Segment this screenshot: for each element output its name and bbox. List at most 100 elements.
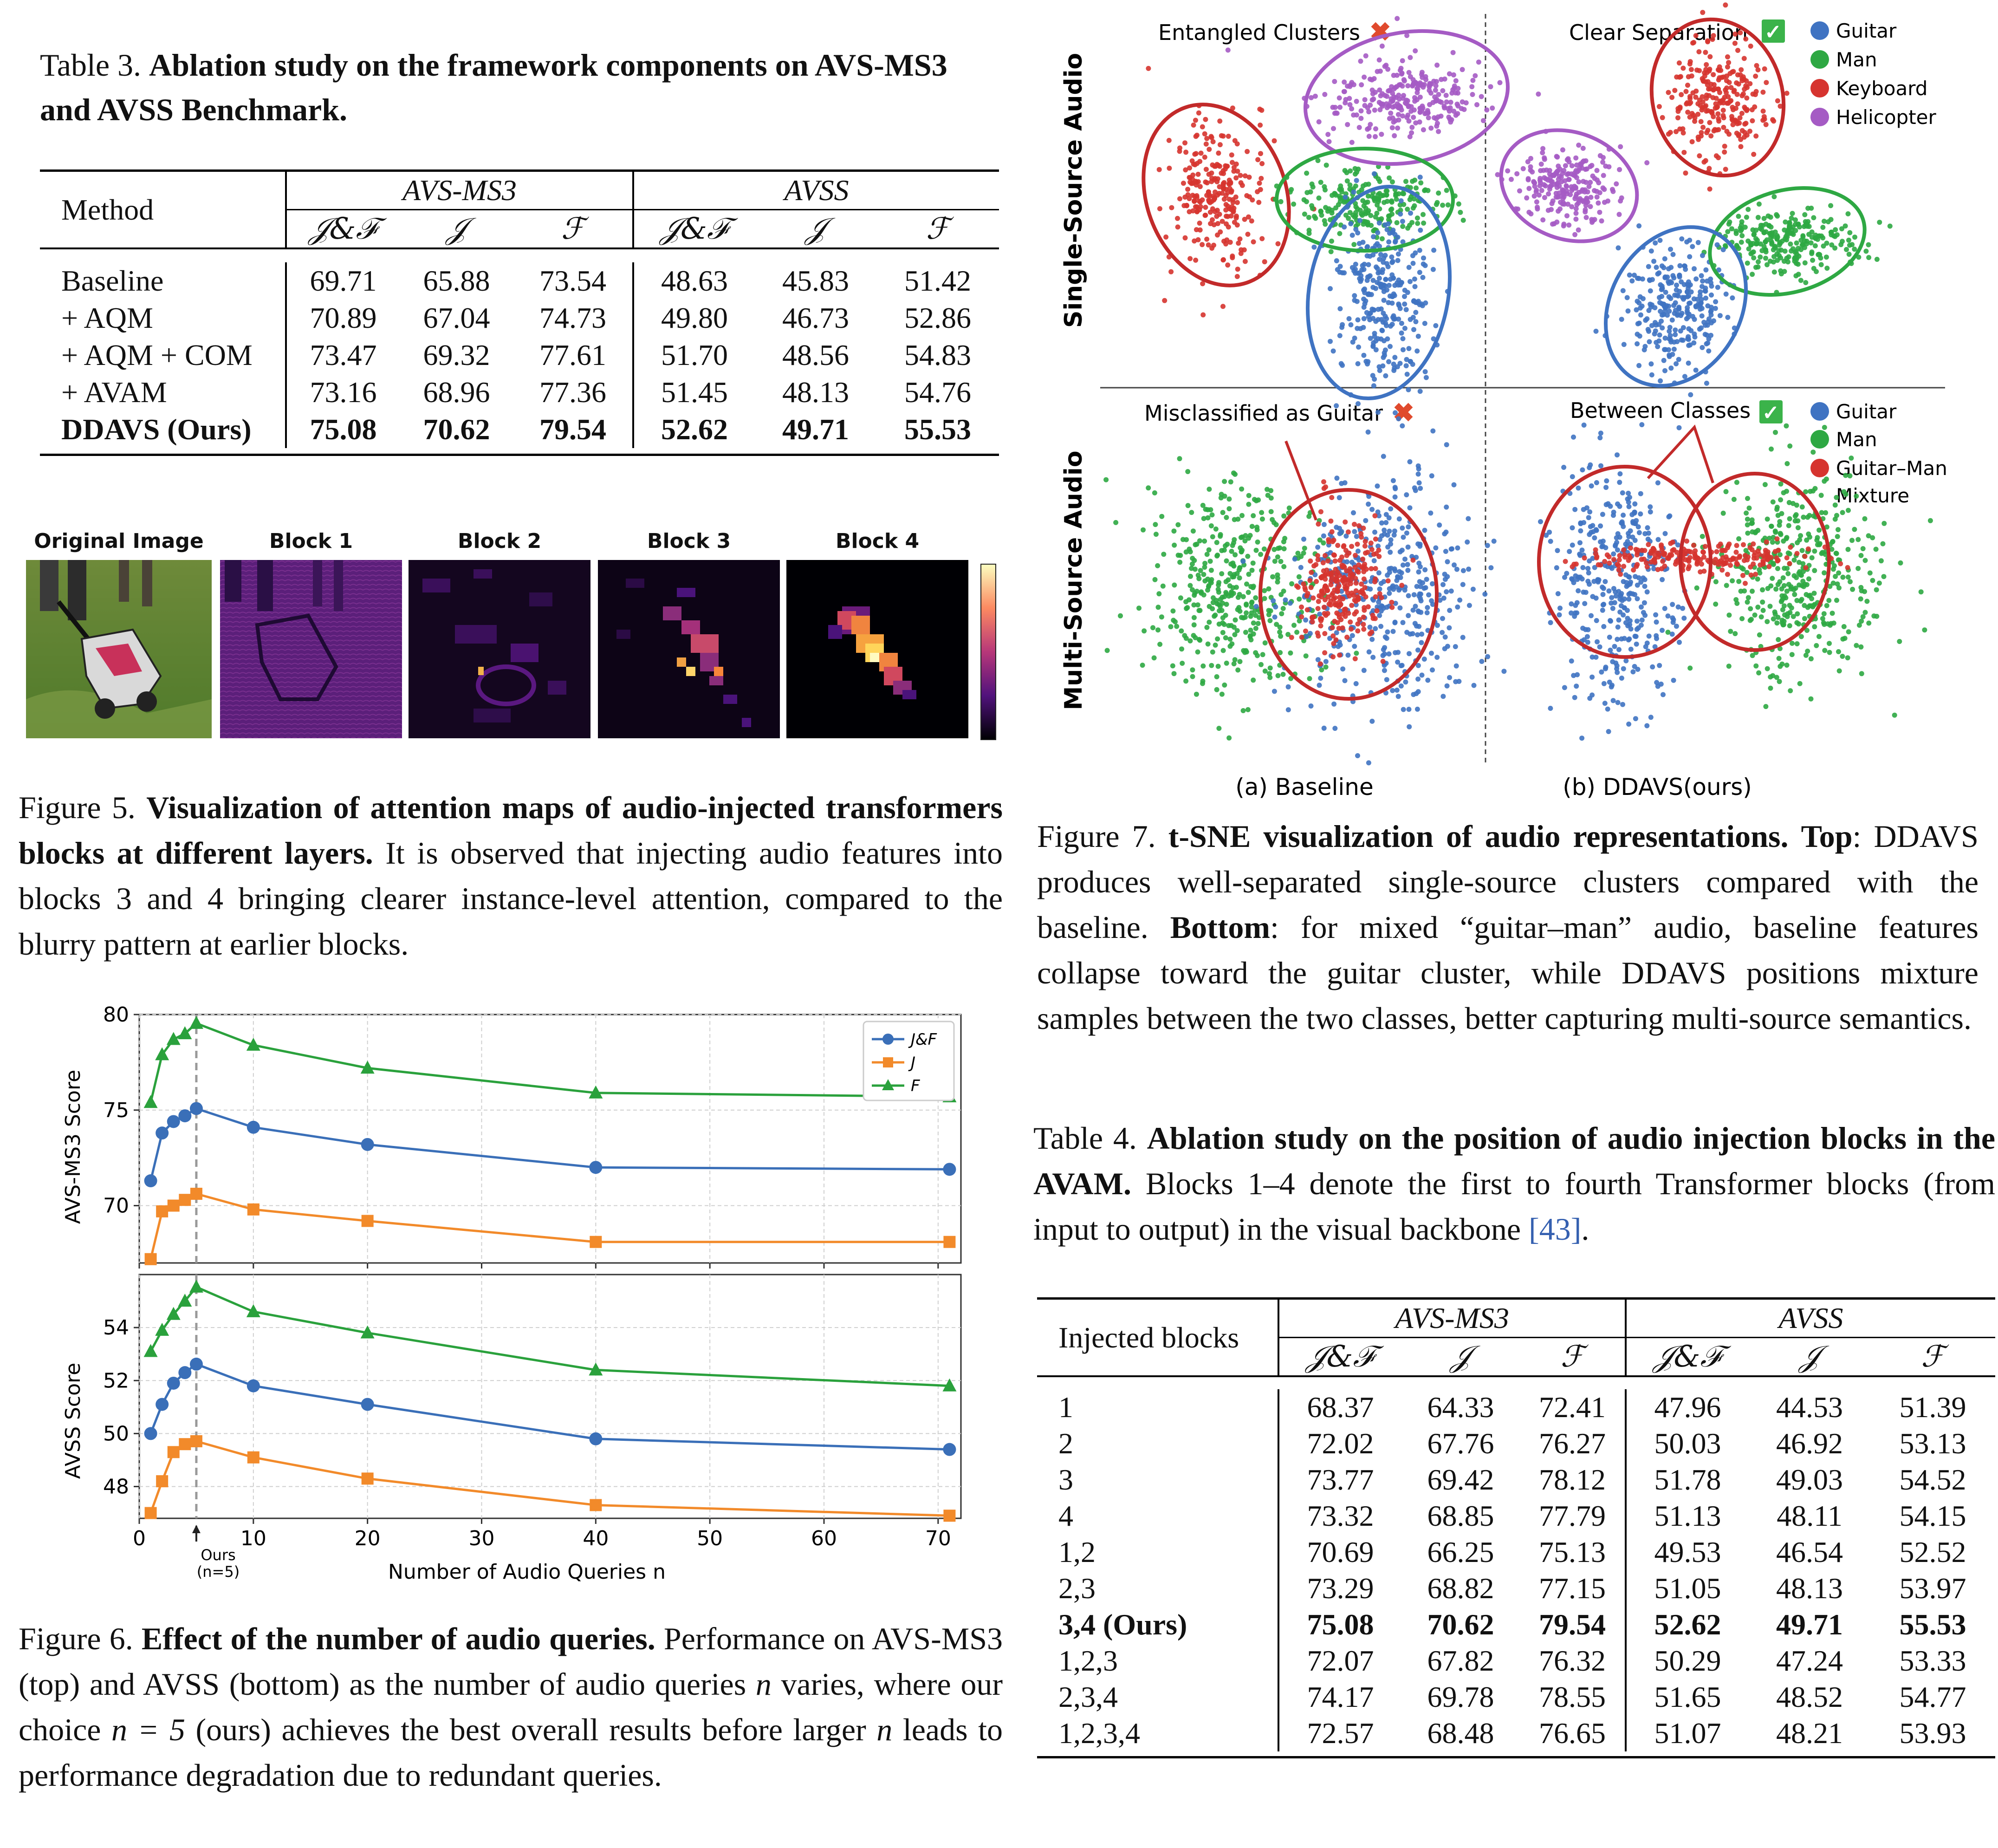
tsne-point xyxy=(1809,234,1815,240)
tsne-point xyxy=(1413,488,1418,493)
tsne-point xyxy=(1197,538,1202,544)
tsne-point xyxy=(1326,206,1332,212)
tsne-point xyxy=(1761,553,1766,559)
figure7-tsne: Single-Source Audio Multi-Source Audio E… xyxy=(1060,2,1947,800)
tsne-point xyxy=(1239,486,1245,492)
tsne-point xyxy=(1414,706,1420,712)
tsne-point xyxy=(1210,649,1215,655)
tsne-point xyxy=(1222,682,1227,688)
tsne-point xyxy=(1697,293,1703,298)
tsne-point xyxy=(1285,631,1291,637)
tsne-point xyxy=(1530,169,1535,175)
tsne-point xyxy=(1739,111,1745,116)
tsne-point xyxy=(1351,82,1356,87)
tsne-point xyxy=(1630,534,1635,540)
tsne-point xyxy=(1242,173,1248,179)
tsne-point xyxy=(1316,195,1322,201)
tsne-point xyxy=(1615,547,1620,553)
tsne-point xyxy=(1725,54,1730,59)
tsne-point xyxy=(1594,527,1599,533)
table-cell: 67.04 xyxy=(423,301,490,334)
tsne-point xyxy=(1743,553,1748,558)
tsne-point xyxy=(1845,547,1851,552)
tsne-point xyxy=(1826,598,1832,603)
tsne-point xyxy=(1373,196,1379,202)
tsne-point xyxy=(1205,587,1210,593)
citation-link[interactable]: [43] xyxy=(1529,1211,1582,1247)
table-cell: 49.71 xyxy=(782,413,849,446)
tsne-point xyxy=(1737,115,1743,121)
tsne-point xyxy=(1583,180,1589,185)
tsne-point xyxy=(1653,612,1659,618)
tsne-point xyxy=(1370,608,1376,613)
tsne-point xyxy=(1667,336,1672,342)
tsne-point xyxy=(1829,242,1835,247)
table-cell: 52.52 xyxy=(1899,1536,1966,1568)
tsne-point xyxy=(1142,628,1147,634)
tsne-point xyxy=(1249,604,1254,610)
tsne-point xyxy=(1763,122,1769,127)
tsne-point xyxy=(1231,470,1236,476)
tsne-point xyxy=(1355,753,1360,758)
tsne-point xyxy=(1525,159,1531,164)
tsne-point xyxy=(1146,65,1151,71)
tsne-point xyxy=(1677,74,1682,80)
tsne-point xyxy=(1345,529,1351,535)
tsne-point xyxy=(1210,600,1216,605)
tsne-point xyxy=(1717,313,1723,319)
tsne-point xyxy=(1187,179,1193,185)
tsne-point xyxy=(1659,293,1665,299)
tsne-point xyxy=(1702,332,1708,337)
x-tick-label: 40 xyxy=(583,1527,609,1550)
tsne-point xyxy=(1748,573,1754,578)
tsne-point xyxy=(1326,139,1332,144)
tsne-point xyxy=(1207,559,1213,564)
table-row: + AQM + COM 73.47 69.32 77.61 51.70 48.5… xyxy=(40,337,999,374)
tsne-point xyxy=(1213,209,1218,215)
tsne-point xyxy=(1661,550,1666,556)
tsne-point xyxy=(1310,595,1316,601)
tsne-point xyxy=(1387,591,1392,596)
tsne-point xyxy=(1687,300,1692,306)
tsne-point xyxy=(1202,131,1207,137)
tsne-point xyxy=(1581,520,1587,525)
tsne-point xyxy=(1569,204,1575,209)
tsne-point xyxy=(1346,611,1351,616)
data-point xyxy=(189,1279,203,1293)
tsne-point xyxy=(1787,561,1792,566)
tsne-point xyxy=(1803,565,1809,571)
tsne-point xyxy=(1704,62,1709,67)
tsne-point xyxy=(1725,315,1731,320)
tsne-point xyxy=(1354,299,1360,304)
tsne-point xyxy=(1409,130,1414,136)
table-cell: 70.62 xyxy=(1427,1608,1494,1641)
tsne-point xyxy=(1226,623,1232,628)
tsne-point xyxy=(1654,340,1659,345)
tsne-point xyxy=(1688,392,1693,397)
tsne-point xyxy=(1460,635,1466,640)
tsne-point xyxy=(1429,473,1434,479)
tsne-point xyxy=(1784,535,1790,540)
tsne-point xyxy=(1602,579,1608,584)
tsne-point xyxy=(1227,583,1233,589)
tsne-point xyxy=(1422,527,1427,533)
tsne-point xyxy=(1157,642,1163,647)
tsne-point xyxy=(1762,117,1767,122)
tsne-point xyxy=(1375,543,1381,549)
tsne-point xyxy=(1651,259,1657,264)
tsne-point xyxy=(1723,2,1728,8)
tsne-point xyxy=(1644,160,1650,165)
tsne-point xyxy=(1579,547,1585,553)
tsne-point xyxy=(1275,554,1280,560)
tsne-point xyxy=(1594,555,1599,560)
tsne-point xyxy=(1271,689,1277,694)
tsne-point xyxy=(1747,129,1752,134)
tsne-point xyxy=(1694,585,1700,591)
tsne-point xyxy=(1437,598,1443,603)
data-point xyxy=(189,1357,203,1371)
tsne-point xyxy=(1697,68,1702,73)
tsne-point xyxy=(1354,178,1359,183)
tsne-point xyxy=(1346,215,1351,221)
tsne-point xyxy=(1577,166,1583,171)
tsne-point xyxy=(1271,547,1277,552)
